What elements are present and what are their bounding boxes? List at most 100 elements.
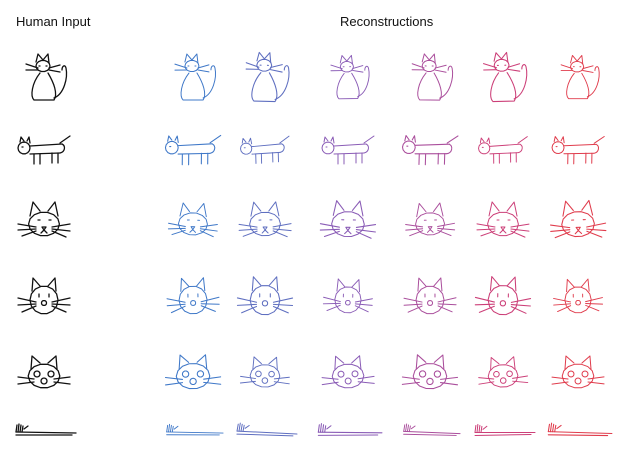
sketch-stroke	[586, 66, 600, 98]
sketch-stroke	[551, 141, 565, 154]
sketch-stroke	[255, 370, 262, 378]
sketch-stroke	[411, 63, 447, 73]
sketch-stroke	[401, 140, 416, 154]
sketch-stroke	[412, 363, 448, 390]
sketch-stroke	[499, 226, 507, 234]
sketch-stroke	[27, 363, 61, 389]
reconstruction-sketch	[411, 53, 454, 101]
sketch-stroke	[249, 364, 281, 388]
reconstruction-sketch	[551, 355, 605, 389]
sketch-stroke	[424, 293, 436, 298]
sketch-stroke	[319, 223, 377, 239]
sketch-stroke	[427, 300, 434, 306]
sketch-stroke	[196, 370, 205, 378]
sketch-stroke	[506, 370, 513, 377]
sketch-stroke	[426, 377, 434, 386]
sketch-stroke	[439, 65, 454, 99]
sketch-stroke	[238, 223, 292, 238]
sketch-stroke	[261, 377, 269, 384]
sketch-stroke	[321, 141, 335, 155]
sketch-stroke	[179, 202, 207, 218]
sketch-stroke	[23, 425, 29, 430]
sketch-stroke	[547, 422, 557, 433]
sketch-stroke	[279, 135, 290, 153]
sketch-stroke	[181, 370, 190, 378]
sketch-stroke	[180, 277, 206, 292]
sketch-stroke	[25, 63, 61, 73]
sketch-stroke	[479, 137, 491, 145]
sketch-stroke	[418, 370, 427, 378]
human-input-sketch	[15, 423, 77, 436]
sketch-stroke	[59, 135, 71, 154]
sketch-stroke	[405, 222, 456, 237]
sketch-stroke	[487, 364, 519, 388]
sketch-stroke	[497, 293, 509, 298]
sketch-stroke	[357, 65, 370, 98]
sketch-stroke	[581, 370, 589, 378]
sketch-stroke	[31, 277, 57, 292]
sketch-stroke	[550, 222, 607, 239]
sketch-stroke	[178, 285, 208, 315]
sketch-stroke	[29, 143, 63, 155]
reconstruction-sketch	[321, 135, 375, 165]
sketch-stroke	[166, 296, 220, 314]
sketch-stroke	[251, 276, 279, 292]
sketch-stroke	[474, 423, 483, 433]
human-input-sketch	[17, 201, 71, 238]
sketch-stroke	[556, 424, 562, 430]
sketch-stroke	[321, 375, 375, 386]
sketch-stroke	[326, 425, 332, 430]
sketch-stroke	[189, 377, 197, 386]
sketch-stroke	[164, 140, 179, 155]
reconstructions-header: Reconstructions	[340, 14, 434, 29]
sketch-stroke	[553, 297, 604, 313]
sketch-stroke	[415, 212, 445, 236]
sketch-stroke	[333, 143, 367, 155]
sketch-stroke	[478, 142, 491, 155]
reconstruction-sketch	[474, 276, 532, 316]
sketch-stroke	[566, 72, 590, 100]
sketch-stroke	[167, 222, 218, 238]
sketch-stroke	[567, 152, 593, 165]
sketch-stroke	[403, 430, 461, 436]
sketch-stroke	[342, 293, 354, 298]
sketch-stroke	[476, 223, 530, 238]
reconstruction-sketch	[238, 201, 292, 238]
sketch-stroke	[27, 211, 61, 237]
sketch-stroke	[184, 59, 200, 73]
reconstruction-sketch	[401, 134, 459, 166]
sketch-stroke	[31, 72, 57, 101]
sketch-stroke	[403, 297, 457, 313]
reconstruction-sketch	[322, 278, 373, 314]
sketch-stroke	[249, 211, 281, 237]
reconstruction-sketch	[245, 51, 290, 103]
sketch-stroke	[474, 431, 536, 436]
reconstruction-sketch	[164, 354, 222, 390]
sketch-stroke	[245, 62, 283, 73]
sketch-stroke	[30, 355, 58, 370]
reconstruction-sketch	[478, 356, 529, 388]
sketch-stroke	[593, 136, 605, 154]
human-input-header: Human Input	[16, 14, 91, 29]
human-input-sketch	[17, 277, 71, 315]
sketch-stroke	[499, 377, 507, 384]
reconstruction-sketch	[174, 53, 216, 101]
sketch-stroke	[180, 72, 206, 101]
sketch-stroke	[574, 226, 583, 235]
sketch-stroke	[416, 202, 444, 218]
sketch-stroke	[17, 376, 71, 385]
sketch-stroke	[336, 72, 360, 100]
reconstruction-sketch	[240, 135, 290, 164]
sketch-stroke	[19, 136, 31, 144]
sketch-stroke	[414, 143, 450, 155]
sketch-stroke	[38, 293, 50, 298]
sketch-stroke	[493, 152, 517, 164]
reconstruction-sketch	[476, 201, 530, 238]
sketch-stroke	[40, 226, 48, 234]
sketch-stroke	[268, 370, 275, 378]
sketch-stroke	[483, 63, 521, 72]
reconstruction-sketch	[403, 277, 457, 315]
reconstruction-sketch	[166, 423, 224, 436]
sketch-stroke	[339, 61, 354, 73]
sketch-stroke	[363, 135, 375, 154]
